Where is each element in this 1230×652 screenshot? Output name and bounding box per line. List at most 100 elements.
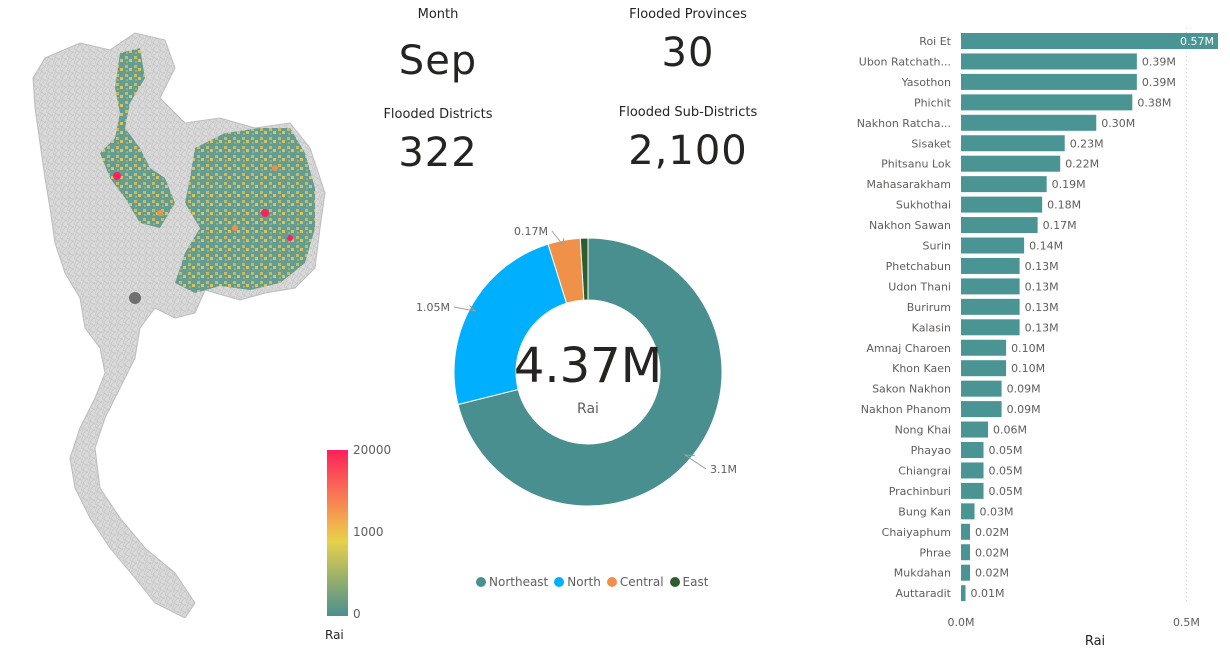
legend-item-north[interactable]: North — [554, 573, 601, 591]
kpi-districts-label: Flooded Districts — [383, 107, 493, 122]
legend-swatch-central — [606, 577, 617, 587]
map-legend: 20000 1000 0 Rai — [320, 443, 400, 645]
donut-data-label-north: 1.05M — [416, 301, 450, 314]
bar-category-label: Khon Kaen — [892, 362, 951, 375]
bar-category-label: Roi Et — [919, 35, 951, 48]
thailand-map[interactable] — [25, 28, 345, 619]
map-svg — [32, 32, 326, 619]
bar-data-label: 0.02M — [975, 526, 1009, 539]
bar-data-label: 0.39M — [1142, 55, 1176, 68]
bar-category-label: Yasothon — [901, 76, 951, 89]
kpi-month-label: Month — [417, 7, 459, 22]
donut-data-label-central: 0.17M — [514, 225, 548, 238]
bar-data-label: 0.13M — [1025, 260, 1059, 273]
bar[interactable] — [961, 237, 1025, 254]
bar[interactable] — [961, 94, 1133, 111]
donut-leader-north — [453, 305, 477, 312]
bar-category-label: Udon Thani — [888, 280, 951, 293]
legend-item-northeast[interactable]: Northeast — [476, 573, 548, 591]
bar-category-label: Nong Khai — [895, 424, 951, 437]
map-country-shape — [32, 32, 326, 619]
donut-slice-north[interactable] — [453, 243, 568, 406]
kpi-districts-value: 322 — [398, 130, 478, 176]
kpi-month-value: Sep — [398, 38, 478, 84]
bar[interactable] — [961, 421, 989, 438]
bar-category-label: Sisaket — [911, 137, 951, 150]
bar[interactable] — [961, 380, 1002, 397]
bar-data-label: 0.18M — [1047, 199, 1081, 212]
bar-data-label: 0.19M — [1052, 178, 1086, 191]
bar-data-label: 0.38M — [1137, 96, 1171, 109]
bar-category-label: Sakon Nakhon — [872, 383, 951, 396]
bar[interactable] — [961, 114, 1097, 131]
bar[interactable] — [961, 135, 1065, 152]
bar[interactable] — [961, 278, 1020, 295]
bar[interactable] — [961, 176, 1047, 193]
bar[interactable] — [961, 462, 984, 479]
donut-slice-northeast[interactable] — [457, 237, 723, 507]
bar-category-label: Burirum — [907, 301, 951, 314]
bar[interactable] — [961, 298, 1020, 315]
legend-item-central[interactable]: Central — [606, 573, 664, 591]
bar-data-label: 0.05M — [989, 485, 1023, 498]
bar[interactable] — [961, 339, 1007, 356]
bar[interactable] — [961, 401, 1002, 418]
bar-data-label: 0.09M — [1007, 383, 1041, 396]
bar-data-label: 0.10M — [1011, 342, 1045, 355]
bar[interactable] — [961, 73, 1137, 90]
bar[interactable] — [961, 319, 1020, 336]
bar[interactable] — [961, 53, 1137, 70]
bar-data-label: 0.05M — [989, 444, 1023, 457]
bar-category-label: Prachinburi — [889, 485, 951, 498]
bar-data-label: 0.17M — [1043, 219, 1077, 232]
bar-category-label: Kalasin — [912, 321, 951, 334]
donut-center-label: Rai — [577, 401, 599, 417]
bar-data-label: 0.14M — [1029, 240, 1063, 253]
bar-category-label: Phichit — [914, 96, 952, 109]
bar[interactable] — [961, 155, 1061, 172]
bar[interactable] — [961, 523, 971, 540]
bar-category-label: Phayao — [911, 444, 952, 457]
bar-category-label: Surin — [922, 240, 951, 253]
legend-item-east[interactable]: East — [669, 573, 709, 591]
bar-data-label: 0.05M — [989, 464, 1023, 477]
donut-legend: Northeast North Central East — [476, 573, 708, 591]
legend-label-east: East — [682, 575, 709, 589]
legend-label-central: Central — [619, 575, 664, 589]
legend-tick-min: 0 — [353, 607, 361, 621]
bar[interactable] — [961, 257, 1020, 274]
bar-category-label: Phetchabun — [886, 260, 951, 273]
bar[interactable] — [961, 503, 975, 520]
kpi-subdistricts-value: 2,100 — [628, 128, 748, 174]
bar[interactable] — [961, 585, 966, 602]
bar-data-label: 0.09M — [1007, 403, 1041, 416]
bar-category-label: Bung Kan — [898, 505, 951, 518]
bar[interactable] — [961, 360, 1007, 377]
bar[interactable] — [961, 482, 984, 499]
donut-data-label-northeast: 3.1M — [710, 463, 737, 476]
donut-center-value: 4.37M — [513, 338, 663, 394]
map-flood-north — [100, 48, 175, 228]
bar-data-label: 0.13M — [1025, 301, 1059, 314]
donut-slice-east[interactable] — [579, 237, 589, 301]
bar-data-label: 0.30M — [1101, 117, 1135, 130]
donut-leader-northeast — [683, 454, 707, 470]
bar[interactable] — [961, 564, 971, 581]
bar[interactable] — [961, 33, 1218, 49]
x-axis-title: Rai — [1085, 634, 1105, 648]
bar-category-label: Mahasarakham — [867, 178, 951, 191]
bar[interactable] — [961, 196, 1043, 213]
bar[interactable] — [961, 217, 1038, 234]
bar[interactable] — [961, 544, 971, 561]
donut-chart[interactable]: 3.1M 1.05M 0.17M 4.37M Rai — [380, 215, 800, 605]
x-tick-label: 0.5M — [1173, 616, 1200, 629]
bar-data-label: 0.23M — [1070, 137, 1104, 150]
legend-tick-mid: 1000 — [353, 525, 384, 539]
legend-swatch-east — [669, 577, 680, 587]
bar[interactable] — [961, 442, 984, 458]
bar-category-label: Amnaj Charoen — [866, 342, 951, 355]
bar-category-label: Chaiyaphum — [882, 526, 951, 539]
province-bar-chart[interactable]: Roi Et 0.57M Ubon Ratchath... 0.39M Yasothon… — [840, 28, 1225, 649]
legend-tick-max: 20000 — [353, 443, 392, 457]
legend-swatch-north — [554, 577, 565, 587]
